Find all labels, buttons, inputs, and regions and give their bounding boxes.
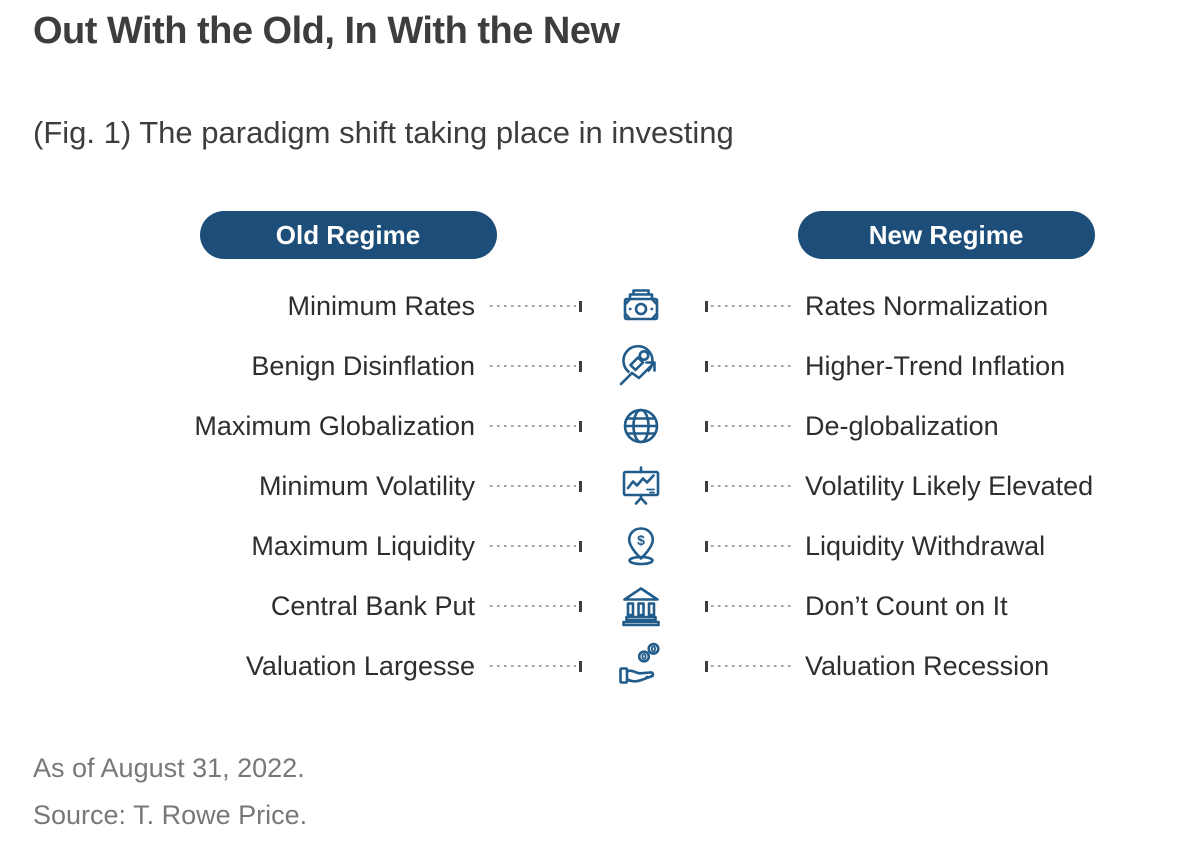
connector-tick (579, 540, 582, 552)
dotted-line (490, 544, 576, 548)
paradigm-shift-figure: Old Regime New Regime Minimum Rates Rate… (150, 211, 1152, 696)
as-of-date: As of August 31, 2022. (33, 753, 305, 783)
dotted-line (711, 484, 792, 488)
old-regime-item: Maximum Liquidity (251, 530, 475, 561)
old-regime-item: Central Bank Put (270, 590, 475, 621)
new-regime-item: Valuation Recession (805, 650, 1050, 681)
regime-header-row: Old Regime New Regime (150, 211, 1152, 259)
new-regime-pill: New Regime (797, 211, 1095, 259)
new-regime-item: Rates Normalization (805, 290, 1049, 321)
connector-tick (705, 420, 708, 432)
connector-tick (579, 360, 582, 372)
dotted-line (711, 304, 792, 308)
banknotes-icon (623, 289, 659, 321)
table-row: Central Bank Put Don’t Count on It (150, 576, 1152, 636)
row-icon: $ (600, 516, 682, 576)
old-regime-item: Minimum Rates (287, 290, 475, 321)
bank-icon (622, 587, 660, 627)
new-regime-item: De-globalization (805, 410, 999, 441)
connector-tick (579, 660, 582, 672)
dotted-connector-right (682, 636, 792, 696)
connector-tick (579, 300, 582, 312)
row-icon (600, 636, 682, 696)
table-row: Minimum Rates Rates Normalization (150, 276, 1152, 336)
dotted-line (711, 364, 792, 368)
figure-footer: As of August 31, 2022. Source: T. Rowe P… (33, 745, 307, 839)
dotted-connector-left (490, 276, 600, 336)
price-tag-trend-icon (619, 344, 656, 386)
dotted-connector-left (490, 336, 600, 396)
dotted-connector-right (682, 456, 792, 516)
connector-tick (705, 660, 708, 672)
dotted-line (490, 304, 576, 308)
table-row: Valuation Largesse Valuation Recession (150, 636, 1152, 696)
dotted-connector-left (490, 396, 600, 456)
dotted-line (490, 484, 576, 488)
connector-tick (579, 600, 582, 612)
row-icon (600, 576, 682, 636)
connector-tick (705, 360, 708, 372)
hand-coins-icon (619, 642, 660, 684)
money-pin-icon: $ (627, 527, 655, 566)
dotted-line (711, 604, 792, 608)
row-icon (600, 276, 682, 336)
rows: Minimum Rates Rates Normalization Benign… (150, 276, 1152, 696)
table-row: Maximum Liquidity $ Liquidity Withdrawal (150, 516, 1152, 576)
old-regime-pill: Old Regime (199, 211, 497, 259)
new-regime-item: Volatility Likely Elevated (805, 470, 1094, 501)
connector-tick (705, 540, 708, 552)
figure-caption: (Fig. 1) The paradigm shift taking place… (33, 115, 734, 150)
svg-text:$: $ (637, 532, 645, 548)
dotted-line (490, 604, 576, 608)
new-regime-item: Liquidity Withdrawal (805, 530, 1046, 561)
dotted-line (490, 424, 576, 428)
row-icon (600, 396, 682, 456)
table-row: Minimum Volatility Volatility Likely Ele… (150, 456, 1152, 516)
table-row: Maximum Globalization De-globalization (150, 396, 1152, 456)
row-icon (600, 336, 682, 396)
old-regime-item: Benign Disinflation (251, 350, 475, 381)
dotted-connector-right (682, 516, 792, 576)
old-regime-item: Maximum Globalization (194, 410, 475, 441)
table-row: Benign Disinflation Higher-Trend Inflati… (150, 336, 1152, 396)
connector-tick (579, 420, 582, 432)
dotted-connector-right (682, 276, 792, 336)
dotted-line (490, 664, 576, 668)
old-regime-item: Minimum Volatility (258, 470, 475, 501)
dotted-connector-left (490, 456, 600, 516)
connector-tick (579, 480, 582, 492)
new-regime-item: Higher-Trend Inflation (805, 350, 1066, 381)
connector-tick (705, 600, 708, 612)
presentation-chart-icon (622, 466, 660, 505)
dotted-connector-left (490, 516, 600, 576)
new-regime-item: Don’t Count on It (805, 590, 1008, 621)
dotted-line (711, 424, 792, 428)
dotted-connector-left (490, 576, 600, 636)
dotted-connector-right (682, 396, 792, 456)
connector-tick (705, 480, 708, 492)
row-icon (600, 456, 682, 516)
dotted-line (490, 364, 576, 368)
dotted-line (711, 544, 792, 548)
source-note: Source: T. Rowe Price. (33, 800, 308, 830)
dotted-connector-right (682, 576, 792, 636)
connector-tick (705, 300, 708, 312)
dotted-line (711, 664, 792, 668)
dotted-connector-right (682, 336, 792, 396)
dotted-connector-left (490, 636, 600, 696)
old-regime-item: Valuation Largesse (245, 650, 475, 681)
page-title: Out With the Old, In With the New (33, 10, 620, 52)
globe-icon (623, 408, 659, 444)
